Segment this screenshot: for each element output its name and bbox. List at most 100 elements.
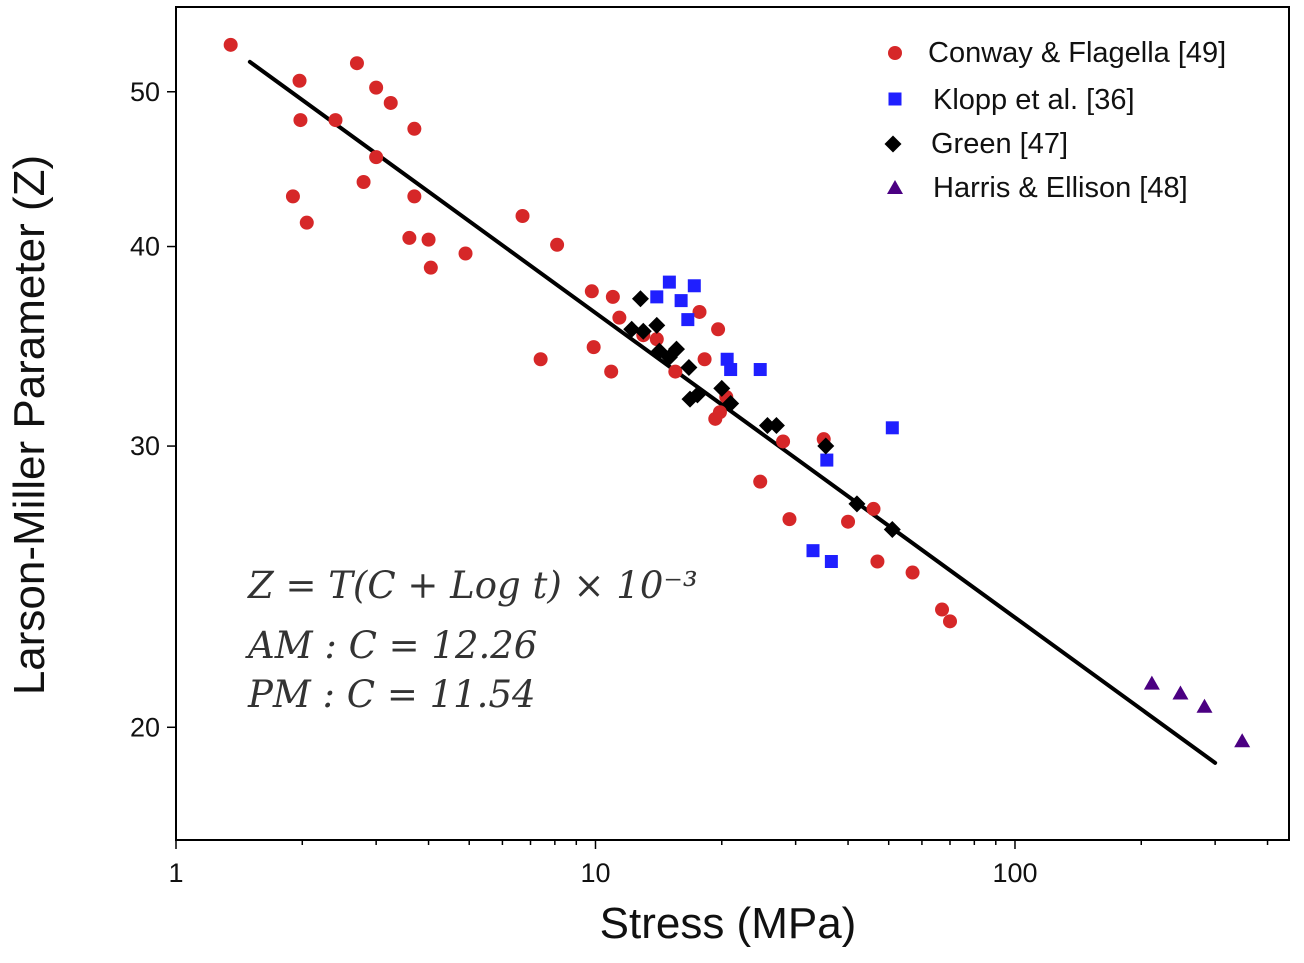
data-point-klopp [806, 544, 820, 558]
legend-label-green: Green [47] [931, 128, 1068, 160]
y-tick-label: 40 [130, 232, 160, 262]
fit-line-group [247, 59, 1218, 765]
equation-annotation: Z = T(C + Log t) × 10⁻³ AM : C = 12.26 P… [245, 564, 698, 716]
data-point-conway-flagella [612, 310, 627, 325]
data-point-conway-flagella [712, 405, 727, 420]
equation-line-z: Z = T(C + Log t) × 10⁻³ [247, 564, 698, 607]
data-point-conway-flagella [515, 209, 530, 224]
data-point-conway-flagella [293, 113, 308, 128]
data-point-conway-flagella [935, 602, 950, 617]
legend-marker-green [884, 135, 902, 153]
data-point-harris-ellison [1196, 698, 1213, 713]
data-point-conway-flagella [776, 434, 791, 449]
data-point-conway-flagella [692, 304, 707, 319]
data-point-green [668, 340, 686, 358]
data-point-conway-flagella [605, 289, 620, 304]
equation-line-am: AM : C = 12.26 [245, 624, 537, 667]
data-point-conway-flagella [458, 246, 473, 261]
data-point-conway-flagella [697, 352, 712, 367]
legend-markers [884, 46, 903, 194]
data-point-green [623, 320, 641, 338]
data-point-klopp [824, 555, 838, 569]
data-point-conway-flagella [369, 150, 384, 165]
data-point-conway-flagella [285, 189, 300, 204]
legend-label-klopp: Klopp et al. [36] [933, 84, 1135, 116]
data-point-klopp [753, 363, 767, 377]
x-tick-label: 100 [992, 858, 1037, 888]
data-point-conway-flagella [421, 232, 436, 247]
data-point-conway-flagella [356, 175, 371, 190]
data-point-klopp [674, 294, 688, 308]
data-point-conway-flagella [711, 322, 726, 337]
data-point-green [722, 394, 740, 412]
data-point-conway-flagella [299, 215, 314, 230]
y-axis-title: Larson-Miller Parameter (Z) [5, 155, 54, 695]
data-point-conway-flagella [943, 614, 958, 629]
data-point-harris-ellison [1143, 675, 1160, 690]
data-point-conway-flagella [668, 364, 683, 379]
x-axis-title: Stress (MPa) [600, 899, 857, 948]
data-point-green [648, 316, 666, 334]
data-point-conway-flagella [407, 189, 422, 204]
data-point-conway-flagella [586, 340, 601, 355]
data-point-harris-ellison [1234, 733, 1251, 748]
data-point-green [688, 386, 706, 404]
fit-line [247, 59, 1218, 765]
axis-ticks [167, 91, 1269, 849]
data-point-green [883, 520, 901, 538]
equation-line-pm: PM : C = 11.54 [247, 673, 536, 716]
data-point-conway-flagella [423, 260, 438, 275]
x-tick-label: 10 [580, 858, 610, 888]
data-point-klopp [681, 313, 695, 327]
data-point-conway-flagella [866, 501, 881, 516]
data-point-conway-flagella [649, 332, 664, 347]
data-point-conway-flagella [349, 56, 364, 71]
data-markers [223, 37, 1251, 748]
y-tick-label: 20 [130, 712, 160, 742]
data-point-conway-flagella [328, 113, 343, 128]
data-point-green [817, 437, 835, 455]
data-point-harris-ellison [1172, 685, 1189, 700]
data-point-green [767, 417, 785, 435]
data-point-conway-flagella [383, 95, 398, 110]
data-point-conway-flagella [782, 512, 797, 527]
data-point-conway-flagella [369, 80, 384, 95]
data-point-klopp [662, 275, 676, 289]
data-point-conway-flagella [841, 514, 856, 529]
data-point-klopp [720, 352, 734, 366]
legend-label-conway: Conway & Flagella [49] [928, 37, 1226, 69]
axis-tick-labels: 1 10 100 20 30 40 50 [130, 77, 1038, 888]
data-point-conway-flagella [533, 352, 548, 367]
plot-area-frame [175, 6, 1290, 841]
data-point-conway-flagella [223, 37, 238, 52]
x-tick-label: 1 [168, 858, 183, 888]
data-point-klopp [650, 290, 664, 304]
data-point-green [680, 358, 698, 376]
y-tick-label: 50 [130, 77, 160, 107]
data-point-conway-flagella [402, 230, 417, 245]
legend-marker-klopp [888, 92, 902, 106]
data-point-conway-flagella [905, 565, 920, 580]
data-point-klopp [724, 363, 738, 377]
data-point-klopp [687, 279, 701, 293]
data-point-conway-flagella [584, 284, 599, 299]
data-point-conway-flagella [604, 364, 619, 379]
data-point-klopp [885, 421, 899, 435]
data-point-green [758, 417, 776, 435]
data-point-green [634, 322, 652, 340]
data-point-green [713, 379, 731, 397]
data-point-conway-flagella [550, 237, 565, 252]
data-point-conway-flagella [407, 121, 422, 136]
data-point-klopp [820, 453, 834, 467]
data-point-conway-flagella [753, 474, 768, 489]
legend-marker-conway-flagella [888, 46, 902, 60]
data-point-green [848, 495, 866, 513]
legend: Conway & Flagella [49] Klopp et al. [36]… [884, 37, 1226, 204]
y-tick-label: 30 [130, 431, 160, 461]
legend-marker-harris-ellison [887, 180, 903, 194]
legend-label-harris: Harris & Ellison [48] [933, 172, 1188, 204]
data-point-conway-flagella [870, 554, 885, 569]
data-point-conway-flagella [292, 73, 307, 88]
